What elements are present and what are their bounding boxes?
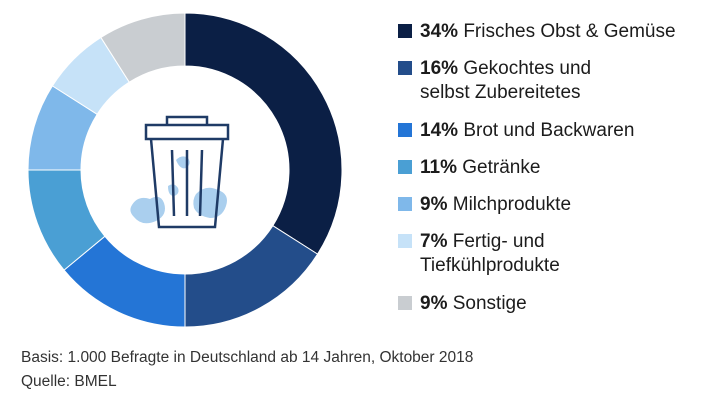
- legend-swatch-brot: [398, 123, 412, 137]
- legend-label: Milchprodukte: [452, 194, 572, 215]
- legend-swatch-frisches-obst: [398, 24, 412, 38]
- legend-label: Frisches Obst & Gemüse: [463, 21, 676, 42]
- legend-label: Getränke: [462, 157, 541, 178]
- donut-slice-7: [100, 12, 186, 83]
- legend-pct: 34%: [420, 21, 459, 42]
- legend-pct: 11%: [420, 157, 457, 178]
- donut-chart: [27, 12, 343, 328]
- donut-slice-1: [184, 12, 343, 255]
- footer-basis: Basis: 1.000 Befragte in Deutschland ab …: [21, 349, 474, 366]
- donut-slice-2: [184, 225, 319, 328]
- legend-label-line2: Tiefkühlprodukte: [420, 255, 560, 276]
- legend-label: Fertig- und: [452, 231, 545, 252]
- legend-swatch-milchprodukte: [398, 197, 412, 211]
- legend-swatch-gekochtes: [398, 61, 412, 75]
- footer-source: Quelle: BMEL: [21, 373, 117, 390]
- legend-label: Brot und Backwaren: [463, 120, 635, 141]
- legend-swatch-sonstige: [398, 296, 412, 310]
- legend-pct: 9%: [420, 293, 448, 314]
- legend-pct: 9%: [420, 194, 448, 215]
- trash-can-icon: [130, 115, 230, 229]
- legend-pct: 14%: [420, 120, 459, 141]
- legend-swatch-getraenke: [398, 160, 412, 174]
- legend-pct: 7%: [420, 231, 448, 252]
- legend-label: Gekochtes und: [463, 58, 592, 79]
- legend: 34% Frisches Obst & Gemüse 16% Gekochtes…: [398, 0, 713, 330]
- legend-swatch-fertig: [398, 234, 412, 248]
- legend-label-line2: selbst Zubereitetes: [420, 82, 581, 103]
- legend-pct: 16%: [420, 58, 459, 79]
- legend-label: Sonstige: [452, 293, 527, 314]
